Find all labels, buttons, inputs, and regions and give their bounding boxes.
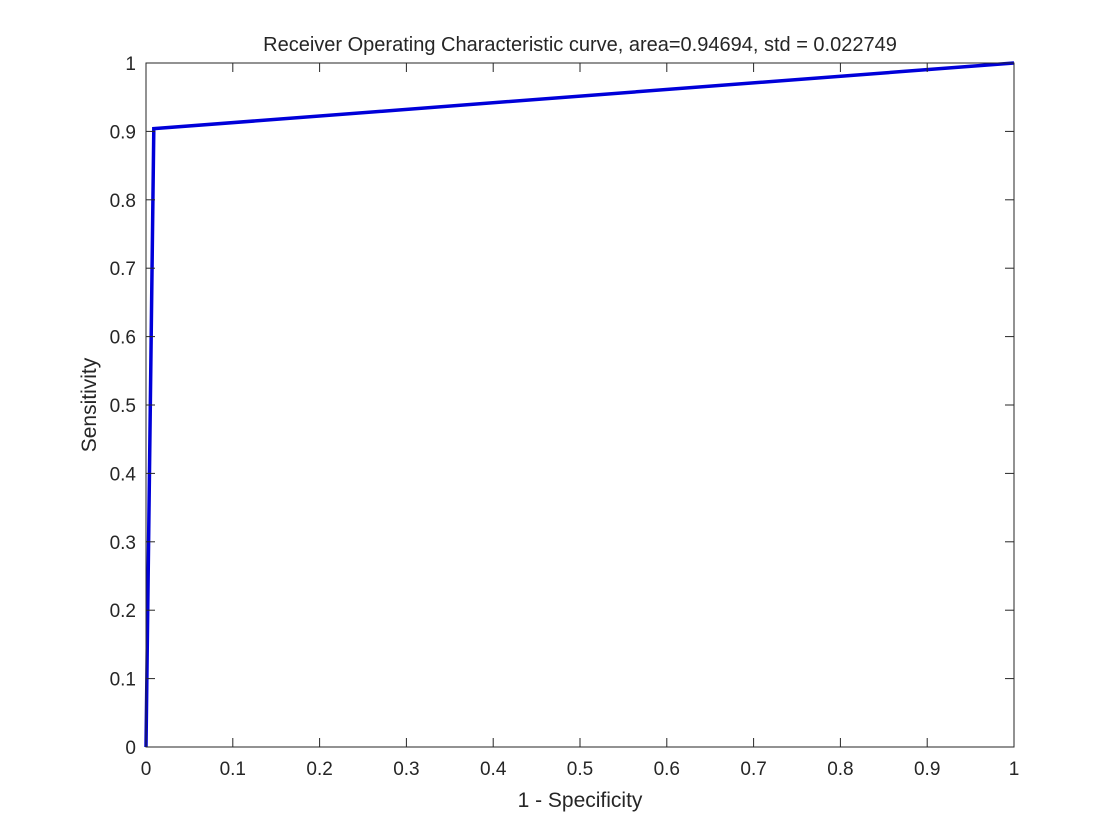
x-tick-label: 0.7	[740, 759, 766, 780]
plot-area	[146, 63, 1014, 747]
x-tick-label: 0.4	[480, 759, 507, 780]
y-tick-label: 0.2	[110, 601, 136, 622]
y-tick-label: 0.1	[110, 670, 136, 691]
x-tick-label: 0.6	[654, 759, 680, 780]
y-tick-label: 0.8	[110, 191, 136, 212]
x-tick-label: 0.8	[827, 759, 853, 780]
y-tick-label: 0.6	[110, 328, 136, 349]
y-tick-label: 0.4	[110, 464, 137, 485]
x-axis-label: 1 - Specificity	[518, 789, 643, 812]
x-axis-ticks: 0 0.1 0.2 0.3 0.4 0.5 0.6 0.7 0.8 0.9 1	[141, 63, 1020, 780]
y-tick-label: 0	[125, 738, 136, 759]
y-axis-label: Sensitivity	[78, 357, 101, 452]
x-tick-label: 0.9	[914, 759, 940, 780]
y-tick-label: 0.3	[110, 533, 136, 554]
roc-curve-line	[144, 61, 1015, 748]
series-layer	[144, 61, 1015, 748]
y-tick-label: 0.9	[110, 122, 136, 143]
x-tick-label: 1	[1009, 759, 1020, 780]
x-tick-label: 0.3	[393, 759, 419, 780]
x-tick-label: 0.2	[306, 759, 332, 780]
x-tick-label: 0.5	[567, 759, 593, 780]
y-axis-ticks: 0 0.1 0.2 0.3 0.4 0.5 0.6 0.7 0.8 0.9 1	[110, 54, 1014, 759]
y-tick-label: 1	[125, 54, 136, 75]
y-tick-label: 0.5	[110, 396, 136, 417]
x-tick-label: 0	[141, 759, 152, 780]
y-tick-label: 0.7	[110, 259, 136, 280]
chart-title: Receiver Operating Characteristic curve,…	[263, 34, 897, 56]
x-tick-label: 0.1	[220, 759, 246, 780]
